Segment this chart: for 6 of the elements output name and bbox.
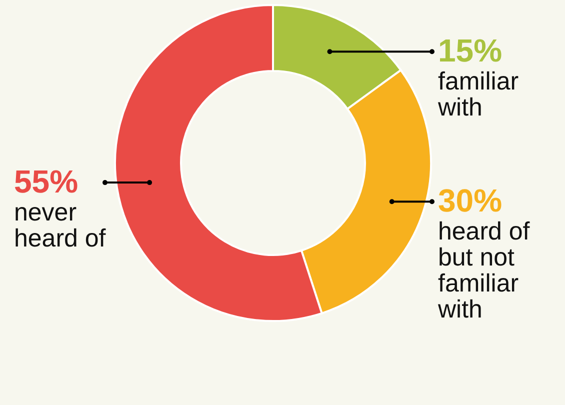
data-label: 55% <box>14 164 78 200</box>
slice-label: heard of but not familiar with <box>437 218 530 324</box>
slice-label: familiar with <box>437 68 519 122</box>
slice-label: never heard of <box>14 198 106 253</box>
data-label: 15% <box>438 32 502 69</box>
data-label: 30% <box>438 182 502 219</box>
